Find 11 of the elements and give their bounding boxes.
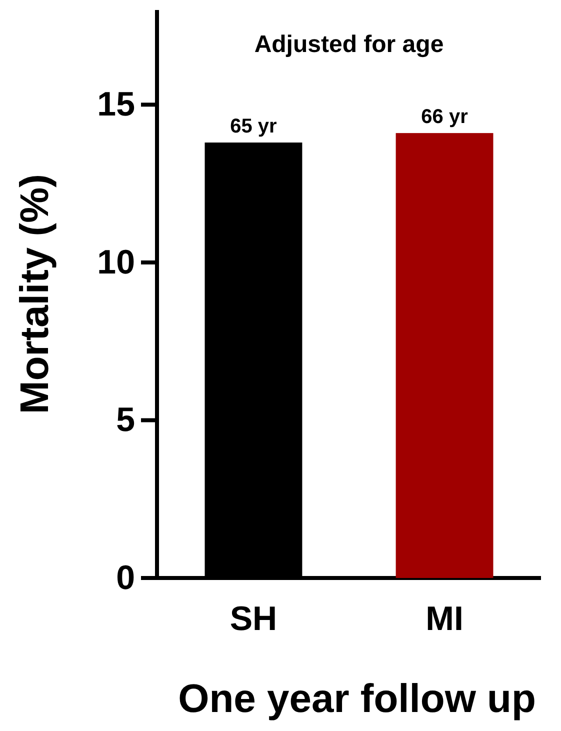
x-tick-label: MI (426, 600, 464, 638)
x-tick-label: SH (230, 600, 278, 638)
y-tick-label: 10 (97, 243, 135, 282)
annotation: 65 yr (230, 116, 278, 138)
y-tick-label: 15 (97, 86, 135, 124)
y-axis-title: Mortality (%) (13, 174, 57, 414)
annotation: 66 yr (421, 106, 468, 128)
y-tick-label: 5 (116, 401, 135, 440)
y-tick-label: 0 (116, 558, 135, 597)
x-axis-title: One year follow up (178, 677, 536, 721)
text: Adjusted for age (254, 31, 444, 58)
